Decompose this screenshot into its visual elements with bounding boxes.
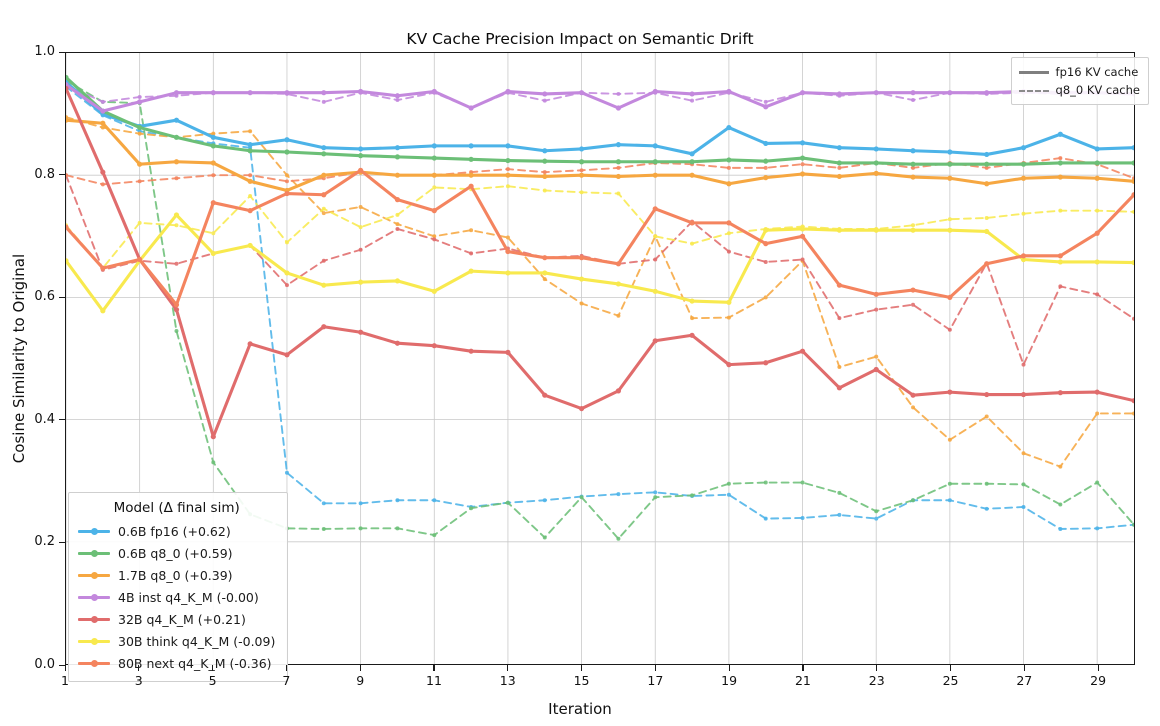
legend-model-item[interactable]: 32B q4_K_M (+0.21) [78, 608, 275, 630]
legend-model-item[interactable]: 80B next q4_K_M (-0.36) [78, 652, 275, 674]
legend-model-label: 0.6B q8_0 (+0.59) [118, 545, 233, 561]
dashed-line-icon [1018, 84, 1049, 96]
y-tick-label: 0.2 [34, 534, 55, 550]
x-tick-mark [654, 665, 656, 671]
x-tick-label: 21 [794, 673, 811, 688]
model-color-swatch [78, 612, 110, 626]
legend-model-item[interactable]: 0.6B q8_0 (+0.59) [78, 542, 275, 564]
legend-model-item[interactable]: 1.7B q8_0 (+0.39) [78, 564, 275, 586]
legend-linestyle-item[interactable]: q8_0 KV cache [1018, 81, 1140, 99]
legend-model-label: 4B inst q4_K_M (-0.00) [118, 589, 259, 605]
x-tick-mark [212, 665, 214, 671]
model-color-swatch [78, 634, 110, 648]
x-tick-mark [1023, 665, 1025, 671]
x-tick-mark [802, 665, 804, 671]
model-color-swatch [78, 568, 110, 582]
y-axis-label: Cosine Similarity to Original [10, 253, 28, 464]
y-tick-label: 0.0 [34, 657, 55, 672]
x-tick-mark [138, 665, 140, 671]
x-tick-mark [581, 665, 583, 671]
legend-model-item[interactable]: 30B think q4_K_M (-0.09) [78, 630, 275, 652]
y-tick-label: 0.8 [34, 166, 55, 182]
y-tick-mark [59, 541, 65, 543]
legend-model-label: 1.7B q8_0 (+0.39) [118, 567, 233, 583]
chart-title-line1: KV Cache Precision Impact on Semantic Dr… [406, 30, 754, 48]
x-tick-mark [950, 665, 952, 671]
x-tick-label: 17 [647, 673, 664, 688]
x-tick-label: 13 [499, 673, 516, 688]
x-tick-mark [507, 665, 509, 671]
x-tick-label: 3 [134, 673, 143, 688]
x-tick-mark [876, 665, 878, 671]
x-axis-label: Iteration [548, 700, 612, 718]
model-color-swatch [78, 546, 110, 560]
x-tick-label: 9 [356, 673, 365, 688]
x-tick-mark [728, 665, 730, 671]
y-tick-mark [59, 174, 65, 176]
legend-model-item[interactable]: 4B inst q4_K_M (-0.00) [78, 586, 275, 608]
legend-linestyle[interactable]: fp16 KV cache q8_0 KV cache [1010, 57, 1149, 105]
x-tick-label: 19 [721, 673, 738, 688]
y-tick-mark [59, 296, 65, 298]
legend-model-label: 0.6B fp16 (+0.62) [118, 523, 231, 539]
legend-linestyle-label: q8_0 KV cache [1055, 83, 1140, 97]
x-tick-label: 27 [1016, 673, 1033, 688]
y-tick-mark [59, 51, 65, 53]
legend-model-label: 32B q4_K_M (+0.21) [118, 611, 246, 627]
model-color-swatch [78, 590, 110, 604]
y-tick-label: 0.6 [34, 289, 55, 305]
x-tick-label: 29 [1090, 673, 1107, 688]
legend-models-title: Model (Δ final sim) [113, 500, 240, 516]
x-tick-label: 7 [282, 673, 291, 688]
x-tick-mark [1097, 665, 1099, 671]
model-color-swatch [78, 656, 110, 670]
legend-model-label: 30B think q4_K_M (-0.09) [118, 633, 276, 649]
x-tick-label: 11 [426, 673, 442, 688]
x-tick-label: 5 [208, 673, 217, 688]
legend-linestyle-label: fp16 KV cache [1055, 65, 1139, 79]
y-tick-label: 1.0 [34, 44, 55, 59]
y-tick-label: 0.4 [34, 411, 55, 427]
y-tick-mark [59, 419, 65, 421]
data-lines [66, 74, 1134, 541]
legend-linestyle-item[interactable]: fp16 KV cache [1018, 63, 1140, 81]
model-color-swatch [78, 524, 110, 538]
legend-models[interactable]: Model (Δ final sim) 0.6B fp16 (+0.62) 0.6… [68, 492, 289, 682]
x-tick-label: 25 [942, 673, 959, 688]
x-tick-label: 1 [61, 673, 69, 688]
y-tick-mark [59, 664, 65, 666]
x-tick-label: 23 [868, 673, 885, 688]
x-tick-label: 15 [573, 673, 590, 688]
x-tick-mark [285, 665, 287, 671]
legend-model-item[interactable]: 0.6B fp16 (+0.62) [78, 520, 275, 542]
x-tick-mark [433, 665, 435, 671]
legend-model-label: 80B next q4_K_M (-0.36) [118, 655, 272, 671]
x-tick-mark [359, 665, 361, 671]
x-tick-mark [64, 665, 66, 671]
solid-line-icon [1018, 66, 1049, 78]
